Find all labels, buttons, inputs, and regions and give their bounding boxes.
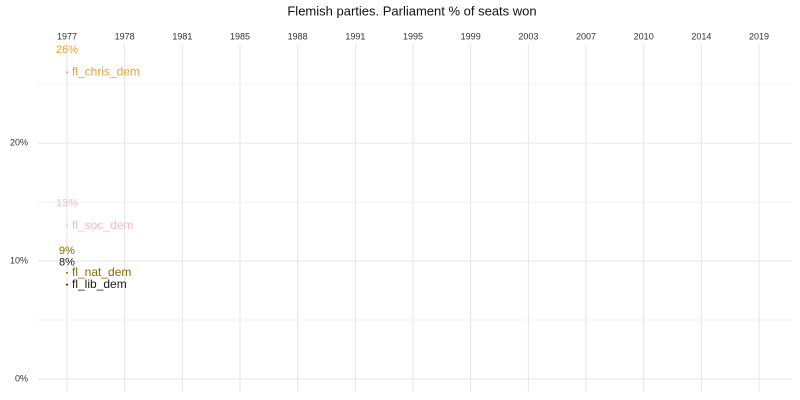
value-label: 8%	[59, 257, 75, 269]
y-tick-label: 20%	[10, 137, 28, 147]
x-tick-label: 1985	[230, 31, 250, 41]
x-tick-label: 1981	[172, 31, 192, 41]
chart-title: Flemish parties. Parliament % of seats w…	[287, 3, 536, 18]
x-tick-label: 2014	[691, 31, 711, 41]
data-point	[66, 283, 68, 286]
x-tick-label: 2019	[749, 31, 769, 41]
x-tick-label: 1995	[403, 31, 423, 41]
x-tick-label: 1991	[345, 31, 365, 41]
value-label: 9%	[59, 245, 75, 257]
x-tick-label: 2010	[634, 31, 654, 41]
x-tick-label: 1978	[115, 31, 135, 41]
x-tick-label: 1999	[461, 31, 481, 41]
series-label: fl_lib_dem	[72, 277, 127, 291]
x-tick-label: 1988	[288, 31, 308, 41]
data-point	[66, 224, 68, 227]
x-tick-label: 2003	[518, 31, 538, 41]
value-label: 26%	[56, 44, 78, 56]
data-point	[66, 271, 68, 274]
y-tick-label: 0%	[15, 373, 28, 383]
y-tick-label: 10%	[10, 255, 28, 265]
x-tick-label: 1977	[57, 31, 77, 41]
data-point	[66, 71, 68, 74]
series-label: fl_soc_dem	[72, 218, 133, 232]
series-label: fl_nat_dem	[72, 265, 131, 279]
x-tick-label: 2007	[576, 31, 596, 41]
value-label: 13%	[56, 198, 78, 210]
series-label: fl_chris_dem	[72, 64, 140, 78]
